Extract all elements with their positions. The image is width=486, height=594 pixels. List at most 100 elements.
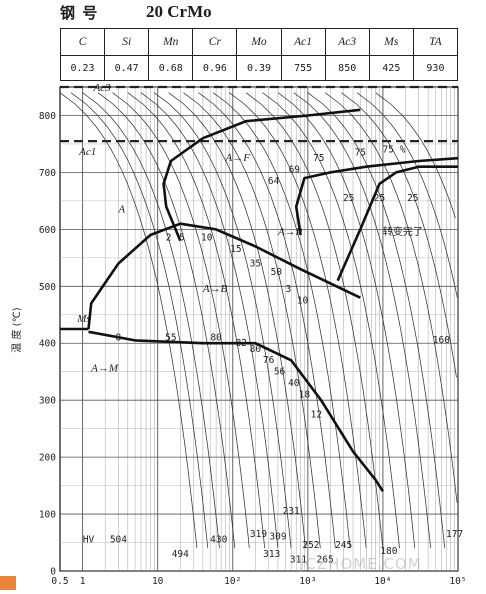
ac3-label: Ac3 bbox=[93, 82, 112, 94]
x-tick-label: 10³ bbox=[299, 576, 316, 587]
hardness-value: 309 bbox=[269, 532, 286, 543]
cooling-curve bbox=[262, 92, 400, 549]
curve-number: 40 bbox=[288, 378, 300, 389]
cooling-curve bbox=[245, 92, 384, 549]
curve-number: 160 bbox=[433, 335, 450, 346]
cooling-curve bbox=[112, 92, 250, 549]
cooling-curve bbox=[213, 92, 351, 549]
y-tick-label: 100 bbox=[39, 510, 56, 521]
curve-number: 76 bbox=[263, 355, 275, 366]
curve-number: 82 bbox=[236, 338, 247, 349]
comp-value-cr: 0.96 bbox=[192, 55, 238, 81]
cooling-curve bbox=[277, 92, 416, 549]
comp-value-ms: 425 bbox=[368, 55, 414, 81]
ferrite-start-curve bbox=[162, 108, 361, 242]
curve-number: 10 bbox=[201, 233, 213, 244]
hardness-value: 180 bbox=[380, 546, 397, 557]
curve-number: 2 bbox=[166, 233, 172, 244]
cooling-curve bbox=[183, 92, 321, 549]
x-tick-label: 1 bbox=[80, 576, 86, 587]
curve-number: 3 bbox=[285, 284, 291, 295]
curve-number: 12 bbox=[311, 409, 322, 420]
curve-number: 10 bbox=[297, 295, 309, 306]
comp-value-mn: 0.68 bbox=[148, 55, 194, 81]
hardness-value: HV bbox=[83, 535, 95, 546]
hardness-value: 494 bbox=[172, 549, 189, 560]
comp-header-si: Si bbox=[104, 27, 150, 57]
curve-number: 8 bbox=[116, 332, 122, 343]
comp-value-ta: 930 bbox=[412, 55, 459, 81]
y-tick-label: 0 bbox=[50, 567, 56, 578]
comp-header-cr: Cr bbox=[192, 27, 238, 57]
curve-number: 75 bbox=[313, 153, 324, 164]
cooling-curve bbox=[82, 92, 220, 549]
comp-header-mn: Mn bbox=[148, 27, 194, 57]
pearlite-finish-curve bbox=[336, 165, 458, 282]
y-axis-label: 温 度 (℃) bbox=[10, 307, 23, 352]
ms-label: Ms bbox=[76, 313, 90, 325]
region-label: A→P bbox=[277, 226, 303, 238]
hardness-value: 265 bbox=[317, 554, 334, 565]
ac1-label: Ac1 bbox=[78, 146, 96, 158]
y-tick-label: 200 bbox=[39, 453, 56, 464]
cooling-curve bbox=[127, 92, 266, 549]
cooling-curve bbox=[70, 92, 209, 549]
region-label: 转变完了 bbox=[383, 225, 423, 238]
curve-number: 80 bbox=[250, 344, 262, 355]
curve-number: 56 bbox=[274, 367, 286, 378]
hardness-value: 245 bbox=[335, 540, 352, 551]
corner-marker bbox=[0, 576, 16, 590]
cooling-curve bbox=[375, 92, 456, 219]
x-tick-label: 10² bbox=[224, 576, 241, 587]
comp-value-c: 0.23 bbox=[59, 55, 106, 81]
hardness-value: 177 bbox=[446, 529, 463, 540]
cooling-curve bbox=[153, 92, 292, 549]
hardness-value: 430 bbox=[210, 535, 227, 546]
curve-number: 18 bbox=[299, 389, 311, 400]
curve-number: 231 bbox=[283, 506, 300, 517]
comp-header-ms: Ms bbox=[368, 27, 414, 57]
region-label: A→F bbox=[224, 152, 250, 164]
curve-number: 75 bbox=[355, 147, 366, 158]
x-tick-label: 0.5 bbox=[51, 576, 68, 587]
cooling-curve bbox=[97, 92, 236, 549]
region-label: A→M bbox=[90, 363, 119, 375]
x-tick-label: 10 bbox=[152, 576, 164, 587]
composition-table: C Si Mn Cr Mo Ac1 Ac3 Ms TA 0.23 0.47 0.… bbox=[59, 27, 459, 81]
y-tick-label: 500 bbox=[39, 282, 56, 293]
comp-header-c: C bbox=[59, 27, 106, 57]
cooling-curve bbox=[341, 92, 457, 378]
curve-number: 35 bbox=[250, 258, 261, 269]
comp-value-ac1: 755 bbox=[280, 55, 326, 81]
comp-value-mo: 0.39 bbox=[236, 55, 282, 81]
comp-header-ac3: Ac3 bbox=[324, 27, 370, 57]
y-tick-label: 300 bbox=[39, 396, 56, 407]
cooling-curve bbox=[198, 92, 336, 549]
hardness-value: 313 bbox=[263, 549, 280, 560]
cooling-curve bbox=[324, 92, 458, 503]
hardness-value: 504 bbox=[110, 535, 127, 546]
curve-number: 15 bbox=[230, 244, 241, 255]
x-tick-label: 10⁴ bbox=[374, 576, 391, 587]
curve-number: 25 bbox=[407, 193, 418, 204]
comp-header-mo: Mo bbox=[236, 27, 282, 57]
region-label: A→B bbox=[202, 283, 228, 295]
comp-header-ac1: Ac1 bbox=[280, 27, 326, 57]
cooling-curve bbox=[229, 92, 367, 549]
curve-number: 69 bbox=[289, 164, 301, 175]
y-tick-label: 600 bbox=[39, 225, 56, 236]
cooling-curve bbox=[356, 92, 458, 298]
pearlite-start-curve bbox=[294, 156, 459, 236]
y-tick-label: 400 bbox=[39, 339, 56, 350]
cooling-curve bbox=[168, 92, 306, 549]
region-label: A bbox=[117, 203, 125, 215]
steel-grade-label: 钢 号 bbox=[60, 4, 99, 22]
curve-number: 80 bbox=[210, 332, 222, 343]
steel-grade: 20 CrMo bbox=[146, 2, 212, 21]
curve-number: 55 bbox=[165, 332, 176, 343]
curve-number: 25 bbox=[343, 193, 354, 204]
composition-value-row: 0.23 0.47 0.68 0.96 0.39 755 850 425 930 bbox=[59, 55, 459, 81]
curve-number: 25 bbox=[374, 193, 385, 204]
